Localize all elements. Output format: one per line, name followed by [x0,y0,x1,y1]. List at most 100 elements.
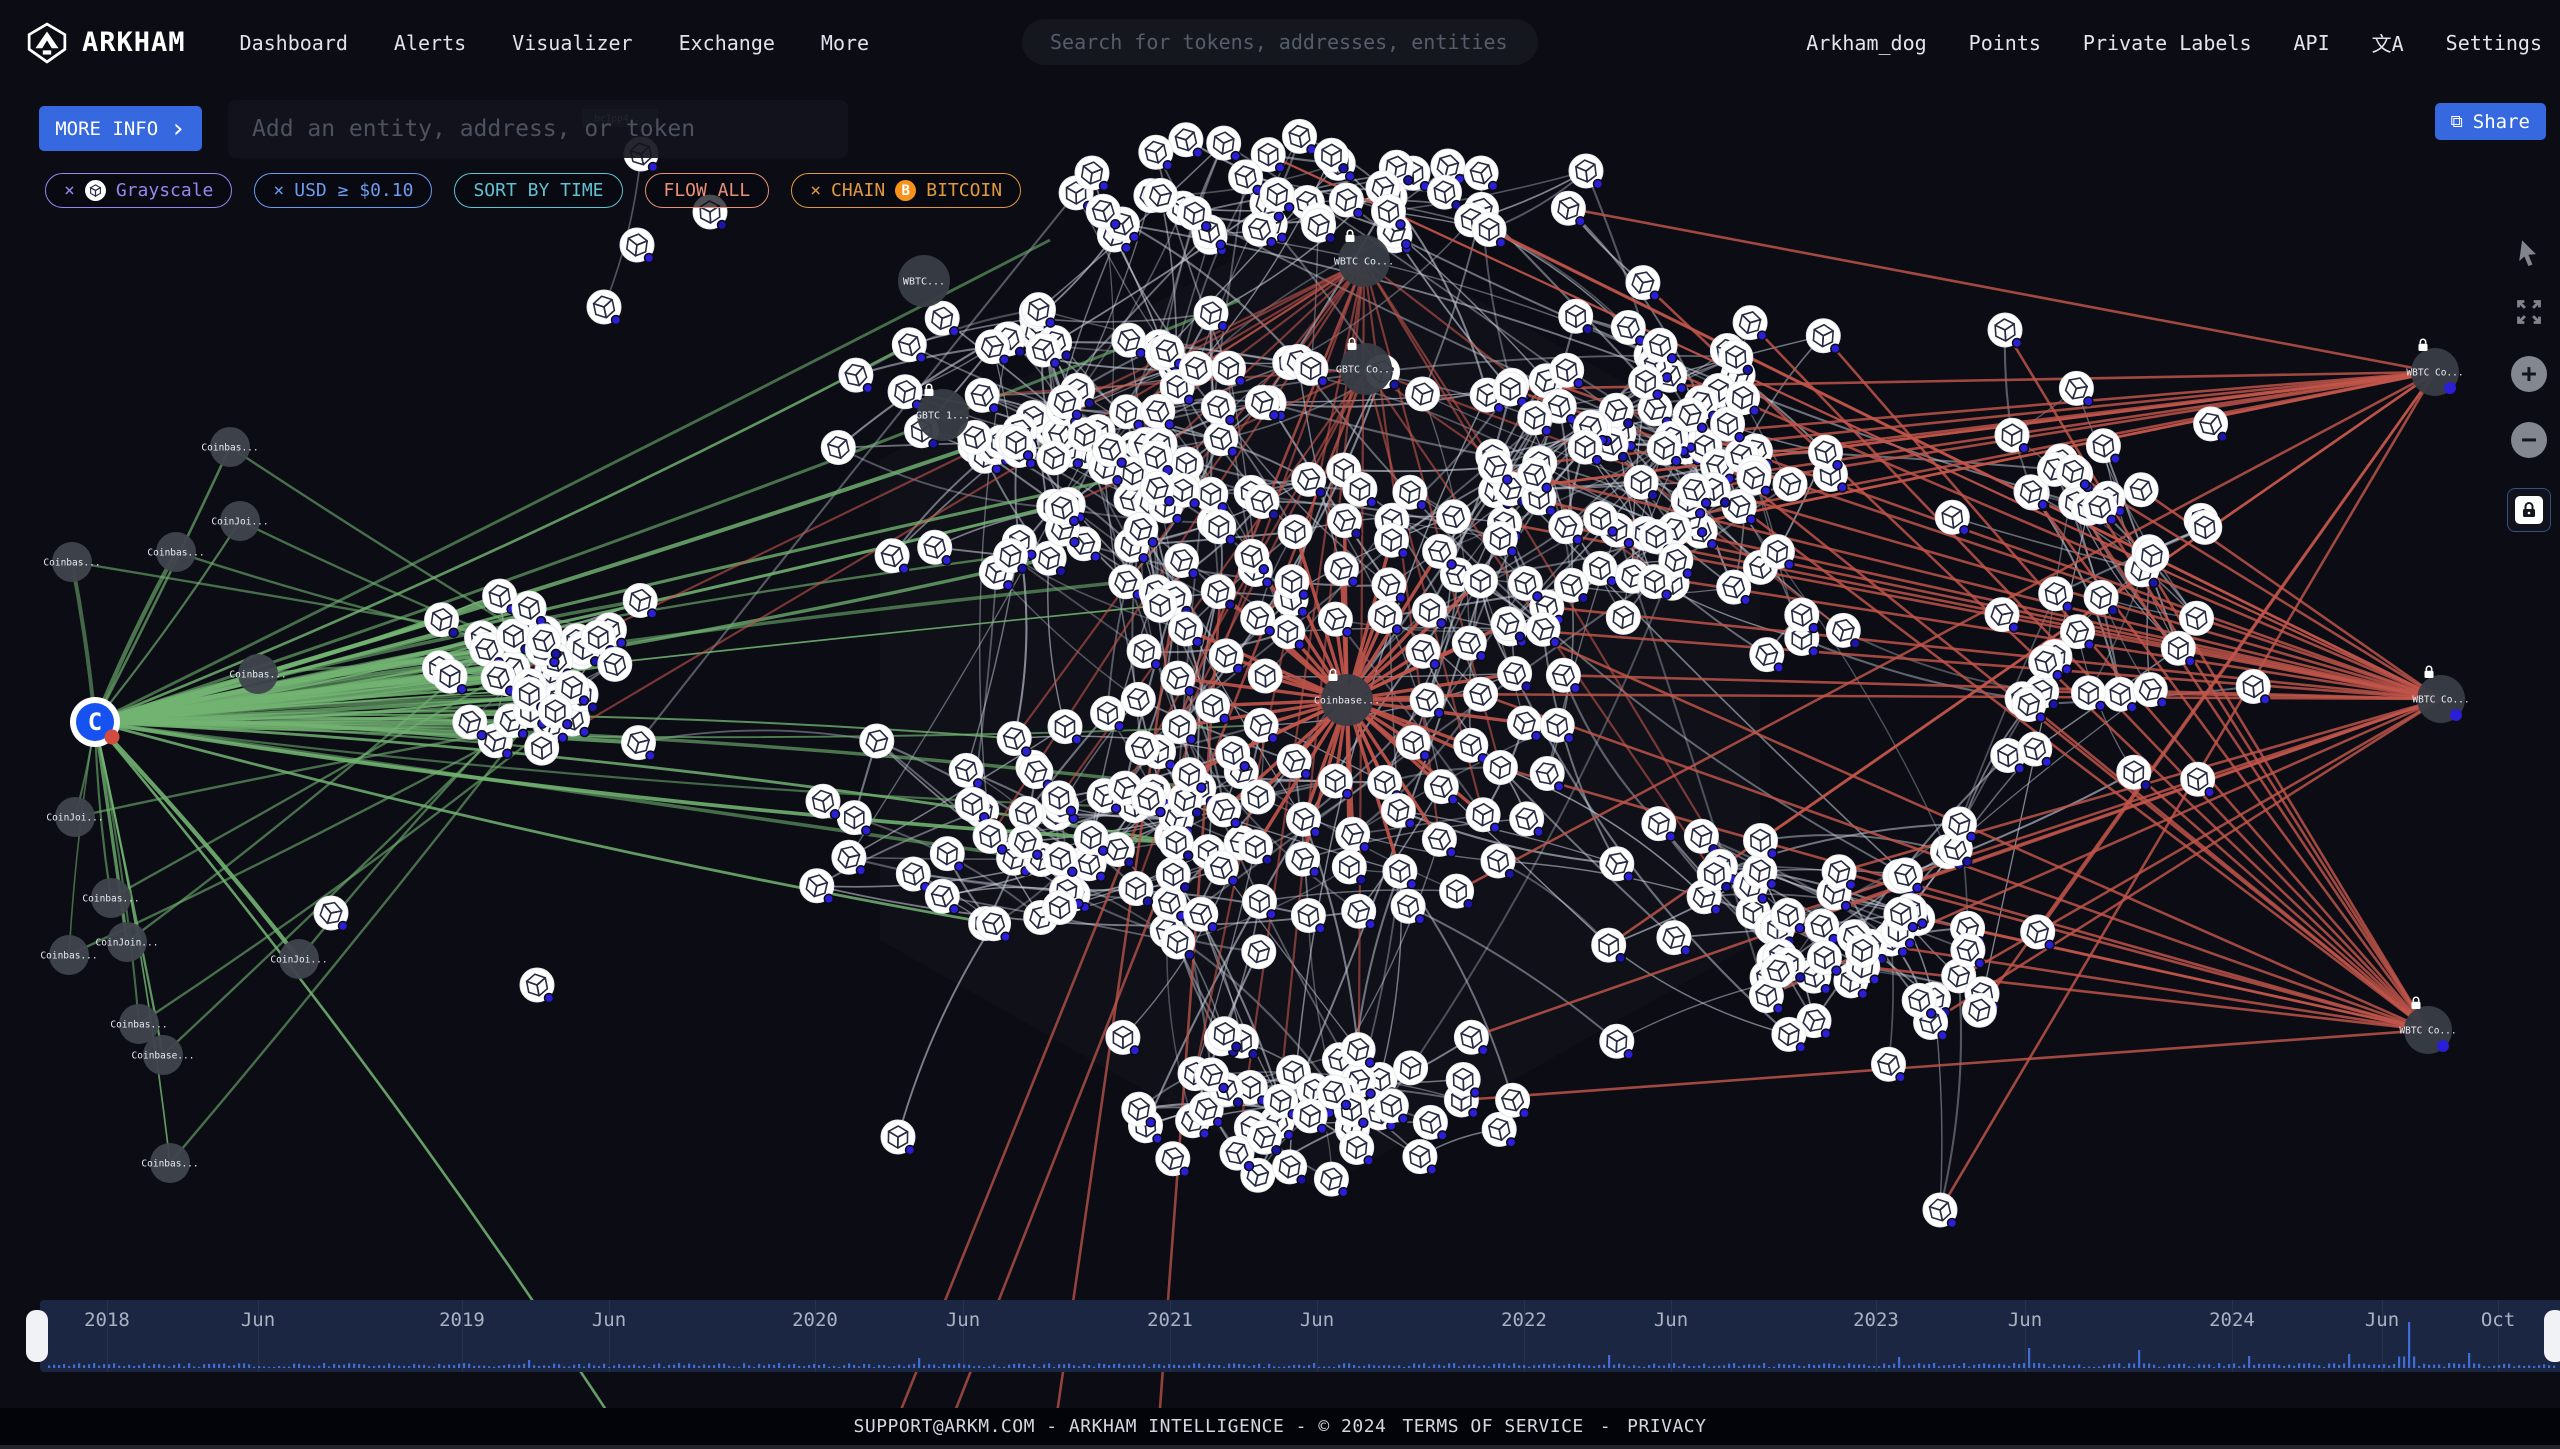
grayscale-node[interactable] [1625,265,1661,301]
grayscale-node[interactable] [1242,211,1277,248]
grayscale-node[interactable] [597,646,633,682]
entity-node[interactable]: CoinJoi... [211,501,269,541]
grayscale-node[interactable] [1243,707,1279,744]
grayscale-node[interactable] [859,723,895,759]
grayscale-node[interactable] [1193,295,1229,332]
grayscale-node[interactable] [1200,389,1236,426]
grayscale-node[interactable] [1610,310,1646,346]
grayscale-node[interactable] [1228,159,1264,196]
grayscale-node[interactable] [622,583,658,619]
entity-node[interactable]: Coinbas... [229,654,287,694]
grayscale-node[interactable] [1241,934,1277,970]
grayscale-node[interactable] [1123,511,1159,548]
grayscale-node[interactable] [1628,364,1664,400]
grayscale-node[interactable] [1282,118,1317,155]
grayscale-node[interactable] [1341,893,1377,930]
sink-node[interactable]: WBTC Co... [2406,338,2464,396]
grayscale-node[interactable] [1317,763,1353,800]
grayscale-node[interactable] [1436,499,1471,535]
grayscale-node[interactable] [1672,397,1708,434]
grayscale-node[interactable] [1922,1192,1958,1229]
arkham-logo[interactable]: ARKHAM [26,22,186,64]
grayscale-node[interactable] [1392,474,1428,511]
grayscale-node[interactable] [1941,806,1977,843]
grayscale-node[interactable] [1125,730,1160,766]
grayscale-node[interactable] [1495,1082,1531,1119]
grayscale-node[interactable] [1041,780,1077,817]
nav-item-alerts[interactable]: Alerts [393,30,467,55]
grayscale-node[interactable] [1554,567,1589,604]
hub-node[interactable]: Coinbase... [1314,668,1380,726]
grayscale-node[interactable] [1292,1098,1328,1135]
grayscale-node[interactable] [1276,743,1312,780]
grayscale-node[interactable] [524,730,560,766]
grayscale-node[interactable] [1293,350,1329,387]
grayscale-node[interactable] [1465,797,1501,833]
grayscale-node[interactable] [2134,538,2170,574]
grayscale-node[interactable] [1901,982,1937,1019]
grayscale-node[interactable] [895,856,931,893]
grayscale-node[interactable] [1950,932,1986,969]
grayscale-node[interactable] [1373,1088,1409,1124]
grayscale-node[interactable] [1085,193,1121,230]
grayscale-node[interactable] [519,967,555,1004]
grayscale-node[interactable] [537,693,573,730]
grayscale-node[interactable] [1342,471,1378,508]
grayscale-node[interactable] [1539,707,1575,744]
grayscale-node[interactable] [1808,434,1843,471]
sink-node[interactable]: WBTC Co... [2399,996,2457,1054]
grayscale-node[interactable] [1742,853,1778,890]
grayscale-node[interactable] [924,300,960,337]
grayscale-node[interactable] [948,752,984,789]
grayscale-node[interactable] [1203,421,1239,457]
grayscale-node[interactable] [1716,569,1752,606]
grayscale-node[interactable] [1471,212,1507,248]
hub-node[interactable]: WBTC Co... [1334,229,1394,287]
grayscale-node[interactable] [1149,333,1185,370]
grayscale-node[interactable] [1736,460,1772,497]
grayscale-node[interactable] [1285,841,1321,878]
grayscale-node[interactable] [1301,207,1337,244]
grayscale-node[interactable] [1825,612,1861,649]
grayscale-node[interactable] [1138,439,1174,476]
chip-sort-by-time[interactable]: SORT BY TIME [454,173,623,208]
nav-item-dashboard[interactable]: Dashboard [239,30,348,55]
grayscale-node[interactable] [972,818,1008,855]
grayscale-node[interactable] [1641,806,1677,842]
grayscale-node[interactable] [621,725,656,761]
grayscale-node[interactable] [1888,857,1923,894]
grayscale-node[interactable] [424,602,460,638]
chip-close-icon[interactable]: × [273,180,285,201]
grayscale-node[interactable] [831,839,867,876]
grayscale-node[interactable] [1164,543,1200,579]
hub-node[interactable]: WBTC... [898,255,950,307]
grayscale-node[interactable] [1656,920,1692,956]
nav-item-more[interactable]: More [820,30,870,55]
chip-filter-usd[interactable]: × USD ≥ $0.10 [254,173,433,208]
grayscale-node[interactable] [1203,850,1239,887]
grayscale-node[interactable] [1427,174,1462,211]
grayscale-node[interactable] [1759,534,1795,570]
coinbase-node[interactable]: C [70,697,120,747]
grayscale-node[interactable] [1984,597,2020,633]
grayscale-node[interactable] [1340,1032,1376,1068]
grayscale-node[interactable] [1439,873,1475,910]
grayscale-node[interactable] [2235,669,2271,705]
grayscale-node[interactable] [1313,1161,1349,1198]
grayscale-node[interactable] [1883,896,1919,933]
grayscale-node[interactable] [1412,1104,1448,1141]
grayscale-node[interactable] [1074,155,1110,192]
grayscale-node[interactable] [1171,757,1207,793]
grayscale-node[interactable] [1558,298,1594,335]
grayscale-node[interactable] [1316,1074,1352,1111]
grayscale-node[interactable] [1314,137,1349,174]
grayscale-node[interactable] [1646,430,1682,467]
grayscale-node[interactable] [1323,551,1359,587]
grayscale-node[interactable] [1548,509,1584,545]
grayscale-node[interactable] [1770,897,1806,934]
timeline-right-handle[interactable] [2544,1310,2560,1362]
grayscale-node[interactable] [1623,464,1659,501]
grayscale-node[interactable] [874,538,910,575]
grayscale-node[interactable] [1090,695,1126,732]
